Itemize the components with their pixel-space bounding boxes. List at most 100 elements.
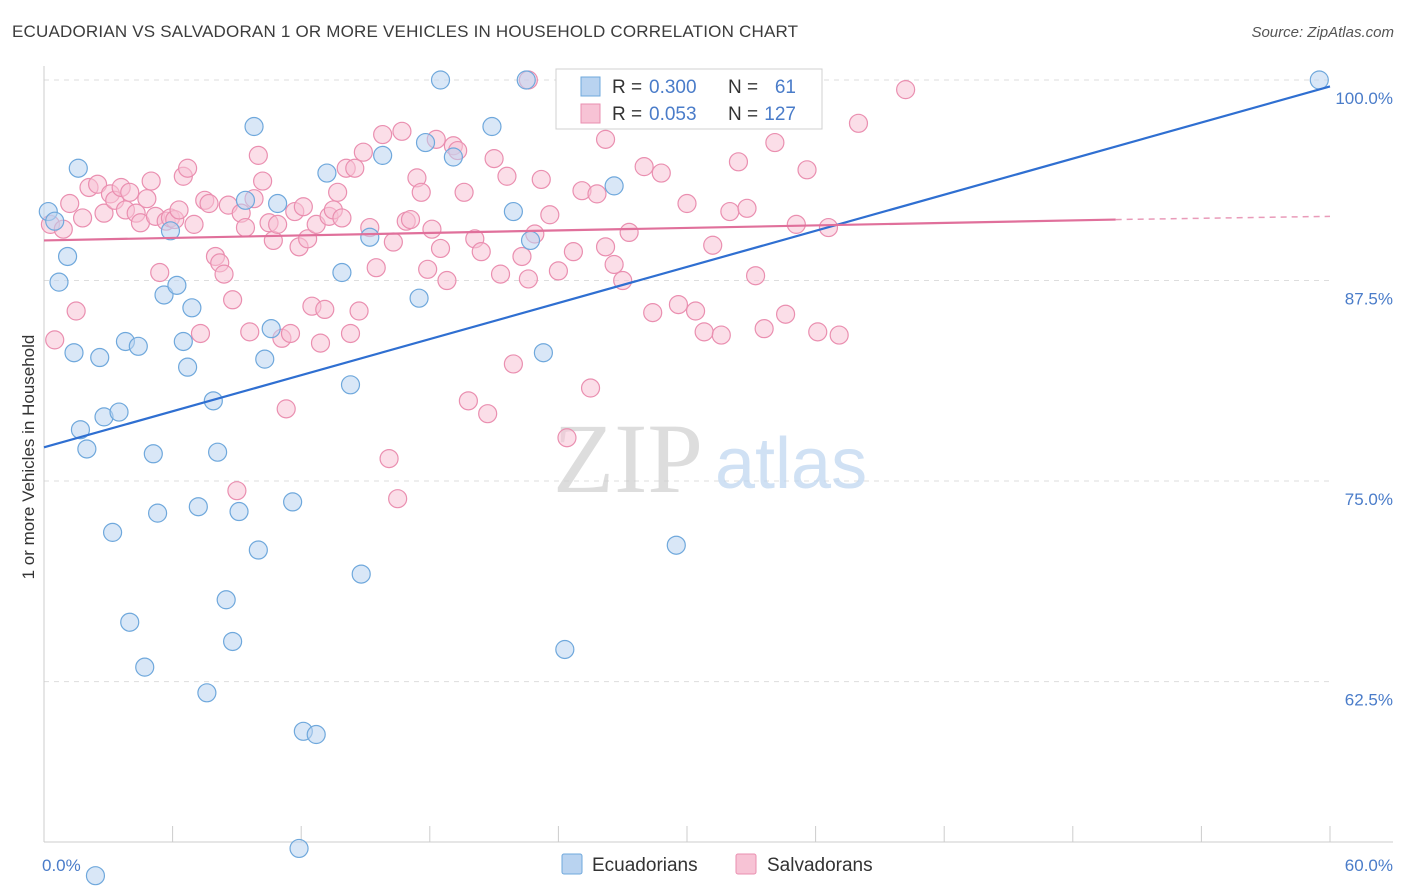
ecuadorian-point: [255, 349, 275, 369]
ecuadorian-point: [223, 631, 243, 652]
y-tick-label: 62.5%: [1345, 691, 1393, 710]
salvadoran-point: [373, 124, 393, 145]
ecuadorian-point: [49, 272, 69, 292]
salvadoran-point: [490, 264, 511, 284]
ecuadorian-point: [68, 158, 88, 178]
ecuadorian-point: [197, 683, 217, 703]
salvadoran-point: [677, 193, 697, 214]
salvadoran-point: [634, 157, 654, 177]
salvadoran-point: [332, 208, 352, 228]
salvadoran-point: [280, 323, 301, 344]
legend-n-value: 61: [775, 77, 796, 98]
salvadoran-point: [430, 238, 451, 259]
ecuadorian-point: [178, 357, 198, 377]
legend-bottom: Ecuadorians Salvadorans: [561, 853, 873, 876]
salvadoran-point: [786, 214, 806, 234]
bottom-legend-label: Ecuadorians: [592, 855, 698, 876]
ecuadorian-point: [147, 503, 168, 523]
ecuadorian-point: [1309, 70, 1329, 90]
ecuadorian-point: [443, 147, 463, 167]
salvadoran-point: [587, 184, 607, 204]
legend-swatch: [580, 103, 601, 124]
ecuadorian-point: [154, 285, 174, 305]
salvadoran-point: [711, 325, 731, 345]
salvadoran-point: [613, 270, 633, 291]
salvadoran-point: [754, 319, 774, 339]
ecuadorian-point: [244, 116, 264, 137]
salvadoran-point: [328, 182, 348, 202]
legend-r-value: 0.053: [649, 104, 697, 125]
ecuadorian-point: [317, 163, 337, 183]
watermark-zip: ZIP: [553, 403, 703, 514]
salvadoran-point: [388, 489, 408, 509]
salvadoran-point: [263, 230, 283, 251]
salvadoran-point: [60, 193, 80, 214]
salvadoran-point: [422, 219, 442, 239]
ecuadorian-point: [182, 298, 202, 318]
salvadoran-point: [72, 208, 93, 228]
salvadoran-point: [896, 80, 916, 100]
salvadoran-point: [310, 333, 331, 353]
salvadorans-trend-line: [43, 218, 1116, 242]
salvadoran-point: [531, 169, 551, 190]
salvadoran-point: [137, 189, 157, 209]
salvadoran-point: [293, 197, 313, 217]
salvadoran-point: [458, 391, 478, 411]
salvadoran-point: [315, 299, 335, 320]
ecuadorian-point: [503, 201, 523, 222]
salvadoran-point: [595, 129, 616, 149]
salvadoran-point: [829, 325, 849, 345]
salvadoran-point: [518, 269, 538, 289]
ecuadorian-point: [188, 497, 208, 517]
salvadoran-point: [227, 481, 247, 501]
salvadoran-point: [340, 323, 361, 344]
y-axis-label: 1 or more Vehicles in Household: [19, 335, 38, 580]
x-tick-label: 60.0%: [1345, 856, 1393, 875]
salvadoran-point: [512, 246, 532, 267]
legend-r-label: R =: [612, 77, 642, 98]
ecuadorian-point: [248, 540, 268, 560]
ecuadorian-point: [482, 116, 502, 137]
salvadoran-point: [685, 301, 706, 321]
salvadoran-point: [366, 258, 386, 278]
ecuadorian-point: [64, 343, 84, 363]
salvadoran-point: [471, 242, 491, 262]
salvadoran-point: [643, 303, 663, 323]
ecuadorian-point: [306, 724, 326, 745]
ecuadorian-point: [373, 145, 393, 165]
salvadoran-point: [728, 152, 749, 172]
salvadoran-point: [765, 132, 785, 153]
salvadoran-point: [87, 174, 108, 194]
ecuadorian-point: [533, 343, 553, 363]
ecuadorian-point: [109, 402, 129, 422]
ecuadorian-point: [289, 838, 309, 859]
ecuadorian-point: [235, 190, 256, 210]
salvadoran-point: [379, 448, 399, 469]
ecuadorian-point: [57, 246, 78, 267]
ecuadorian-point: [70, 420, 91, 440]
y-tick-label: 100.0%: [1335, 89, 1393, 108]
ecuadorian-point: [102, 522, 123, 542]
bottom-legend-swatch: [561, 853, 583, 875]
chart-title: ECUADORIAN VS SALVADORAN 1 OR MORE VEHIC…: [12, 22, 799, 41]
ecuadorian-point: [90, 347, 110, 368]
ecuadorian-point: [135, 657, 155, 677]
ecuadorian-point: [283, 492, 303, 512]
salvadoran-point: [248, 145, 268, 165]
ecuadorian-point: [340, 375, 361, 395]
salvadoran-point: [345, 158, 365, 178]
salvadoran-point: [120, 182, 140, 202]
ecuadorian-point: [430, 70, 451, 90]
salvadoran-point: [848, 113, 869, 133]
salvadoran-point: [563, 242, 584, 262]
salvadoran-point: [400, 209, 421, 230]
salvadoran-point: [694, 322, 714, 342]
ecuadorian-point: [229, 501, 249, 522]
y-tick-label: 75.0%: [1345, 490, 1393, 509]
salvadoran-point: [383, 232, 403, 252]
salvadoran-point: [353, 142, 373, 162]
bottom-legend-swatch: [735, 853, 757, 875]
ecuadorian-point: [261, 319, 281, 339]
salvadoran-point: [437, 270, 457, 291]
salvadoran-point: [94, 203, 114, 223]
